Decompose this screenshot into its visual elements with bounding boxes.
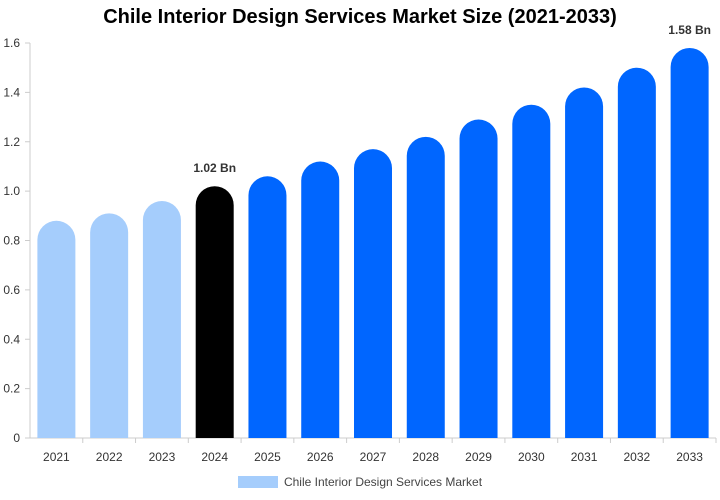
bar-2030 <box>512 104 551 438</box>
legend: Chile Interior Design Services Market <box>0 474 720 489</box>
y-tick-label: 0.6 <box>3 283 20 297</box>
legend-label: Chile Interior Design Services Market <box>283 474 483 489</box>
x-tick-label: 2030 <box>518 450 545 464</box>
data-label-2033: 1.58 Bn <box>668 23 711 37</box>
x-tick-label: 2025 <box>254 450 281 464</box>
bar-2024 <box>195 186 234 438</box>
y-tick-label: 1.6 <box>3 36 20 50</box>
legend-swatch <box>237 475 278 488</box>
x-tick-label: 2028 <box>412 450 439 464</box>
bar-2026 <box>301 161 340 438</box>
x-tick-label: 2029 <box>465 450 492 464</box>
bar-2021 <box>37 220 76 438</box>
x-tick-label: 2026 <box>307 450 334 464</box>
x-tick-label: 2032 <box>623 450 650 464</box>
bar-2028 <box>406 136 445 438</box>
bar-2032 <box>617 67 656 438</box>
x-tick-label: 2021 <box>43 450 70 464</box>
y-tick-label: 1.4 <box>3 85 20 99</box>
x-tick-label: 2033 <box>676 450 703 464</box>
y-tick-label: 0 <box>13 431 20 445</box>
bar-2025 <box>248 176 287 438</box>
x-tick-label: 2027 <box>360 450 387 464</box>
y-tick-label: 0.8 <box>3 234 20 248</box>
bar-2031 <box>565 87 604 438</box>
bar-2022 <box>90 213 129 438</box>
y-tick-label: 1.0 <box>3 184 20 198</box>
chart-title: Chile Interior Design Services Market Si… <box>103 6 617 28</box>
x-tick-label: 2023 <box>149 450 176 464</box>
y-tick-label: 1.2 <box>3 135 20 149</box>
x-tick-label: 2024 <box>201 450 228 464</box>
x-tick-label: 2031 <box>571 450 598 464</box>
bar-2033 <box>670 47 709 438</box>
x-tick-label: 2022 <box>96 450 123 464</box>
data-label-2024: 1.02 Bn <box>193 161 236 175</box>
bar-2029 <box>459 119 498 438</box>
y-tick-label: 0.2 <box>3 382 20 396</box>
bar-2023 <box>142 201 181 438</box>
y-tick-label: 0.4 <box>3 332 20 346</box>
bar-2027 <box>354 149 392 439</box>
